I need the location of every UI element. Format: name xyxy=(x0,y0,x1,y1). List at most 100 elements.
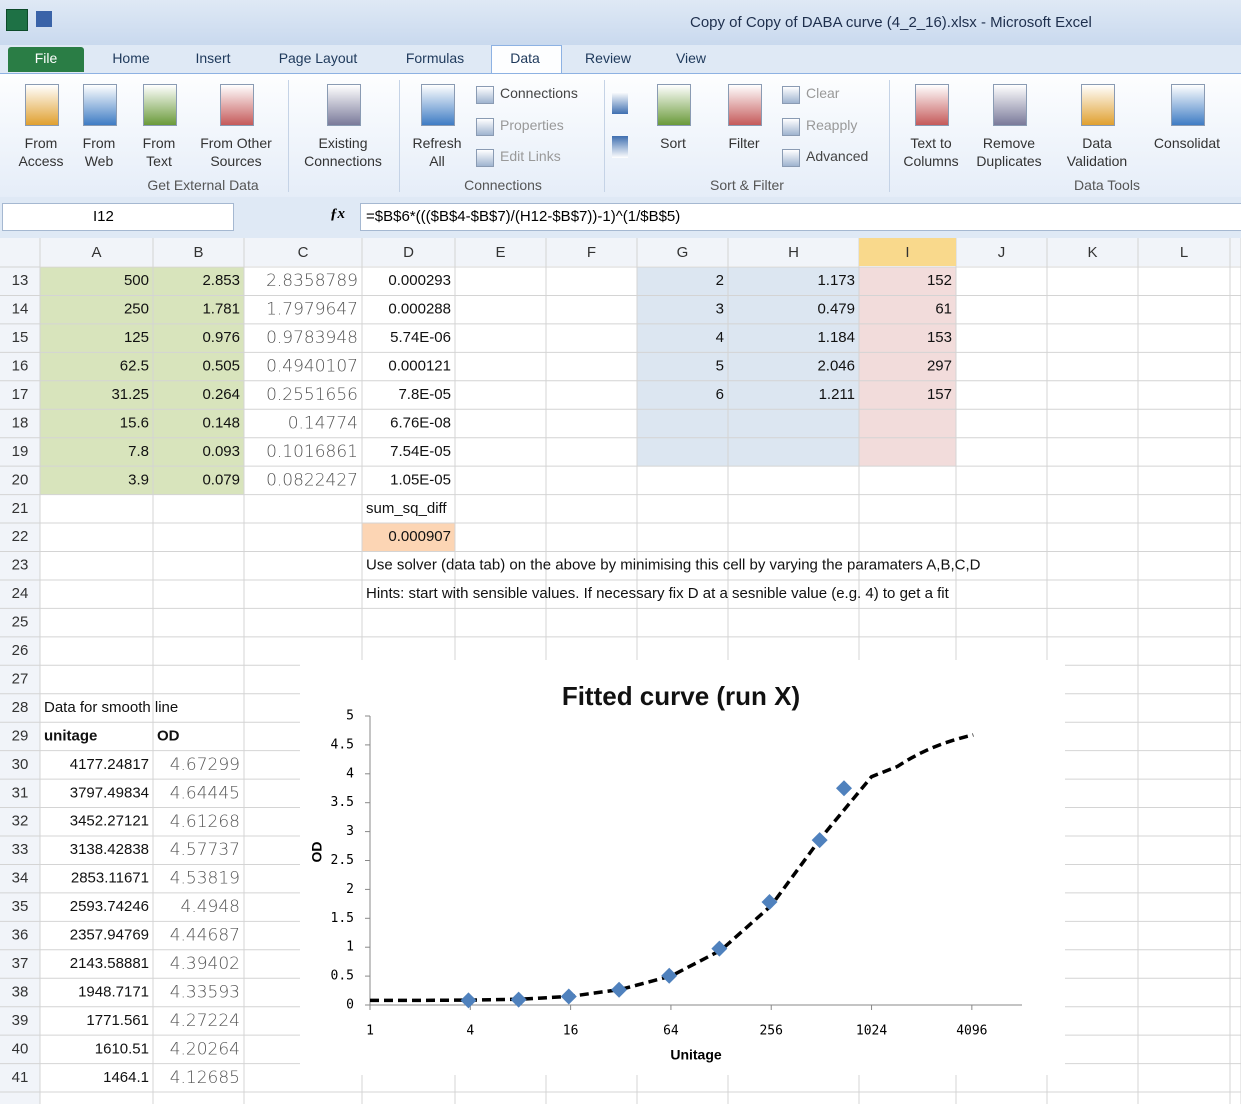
cell-text: 0.4940107 xyxy=(266,357,358,377)
ribbon-button[interactable]: Properties xyxy=(500,117,564,133)
cell-text: 1771.561 xyxy=(86,1012,149,1029)
chart-title: Fitted curve (run X) xyxy=(562,681,800,711)
cell-text: Use solver (data tab) on the above by mi… xyxy=(366,557,981,574)
ribbon-button[interactable]: Remove Duplicates xyxy=(969,134,1049,170)
cell-text: 1464.1 xyxy=(103,1069,149,1086)
button-icon[interactable] xyxy=(476,149,494,167)
button-icon[interactable] xyxy=(1171,84,1205,126)
title-bar: Copy of Copy of DABA curve (4_2_16).xlsx… xyxy=(0,0,1241,45)
y-tick-label: 3.5 xyxy=(331,795,354,810)
ribbon-button[interactable]: Edit Links xyxy=(500,148,561,164)
cell-text: 4.4948 xyxy=(181,897,240,917)
cell-fill xyxy=(728,438,859,466)
cell-text: 1.7979647 xyxy=(266,300,358,320)
group-separator xyxy=(288,80,289,192)
row-header: 26 xyxy=(12,642,29,659)
sort-za-icon[interactable] xyxy=(612,136,628,158)
ribbon-button[interactable]: Existing Connections xyxy=(297,134,389,170)
ribbon-button[interactable]: From Text xyxy=(137,134,181,170)
x-tick-label: 64 xyxy=(663,1024,679,1039)
row-header: 35 xyxy=(12,898,29,915)
ribbon-button[interactable]: Data Validation xyxy=(1057,134,1137,170)
button-icon[interactable] xyxy=(25,84,59,126)
button-icon[interactable] xyxy=(476,86,494,104)
ribbon-button[interactable]: From Web xyxy=(77,134,121,170)
sort-az-icon[interactable] xyxy=(612,92,628,114)
button-icon[interactable] xyxy=(657,84,691,126)
button-icon[interactable] xyxy=(476,118,494,136)
cell-text: 2357.94769 xyxy=(70,927,149,944)
ribbon-tab[interactable]: File xyxy=(35,50,58,66)
cell-text: 3138.42838 xyxy=(70,841,149,858)
cell-text: Hints: start with sensible values. If ne… xyxy=(366,585,950,602)
cell-text: 4.61268 xyxy=(170,812,240,832)
save-icon[interactable] xyxy=(36,11,52,27)
fx-icon[interactable]: ƒx xyxy=(330,206,345,223)
column-header: I xyxy=(905,244,909,261)
ribbon-button[interactable]: Consolidat xyxy=(1145,134,1229,152)
button-icon[interactable] xyxy=(83,84,117,126)
ribbon-button[interactable]: Filter xyxy=(722,134,766,152)
button-icon[interactable] xyxy=(327,84,361,126)
cell-text: 1948.7171 xyxy=(78,983,149,1000)
ribbon-tab[interactable]: Review xyxy=(585,50,631,66)
row-header: 36 xyxy=(12,927,29,944)
cell-text: 1.184 xyxy=(817,329,855,346)
button-icon[interactable] xyxy=(993,84,1027,126)
cell-text: 152 xyxy=(927,272,952,289)
ribbon-tab[interactable]: Data xyxy=(510,50,540,66)
column-header: C xyxy=(298,244,309,261)
ribbon-button[interactable]: Advanced xyxy=(806,148,868,164)
ribbon: Get External DataFrom AccessFrom WebFrom… xyxy=(0,73,1241,199)
cell-text: 3 xyxy=(716,301,724,318)
ribbon-tab[interactable]: View xyxy=(676,50,706,66)
ribbon-button[interactable]: Text to Columns xyxy=(900,134,962,170)
ribbon-tab[interactable]: Home xyxy=(112,50,149,66)
window-title: Copy of Copy of DABA curve (4_2_16).xlsx… xyxy=(690,14,1092,31)
button-icon[interactable] xyxy=(782,86,800,104)
cell-text: 2.8358789 xyxy=(266,271,358,291)
excel-window: Copy of Copy of DABA curve (4_2_16).xlsx… xyxy=(0,0,1241,1104)
group-label: Sort & Filter xyxy=(710,177,784,193)
name-box[interactable]: I12 xyxy=(2,203,234,231)
row-header: 17 xyxy=(12,386,29,403)
ribbon-button[interactable]: From Access xyxy=(13,134,69,170)
ribbon-tab[interactable]: Page Layout xyxy=(279,50,358,66)
cell-text: 1.173 xyxy=(817,272,855,289)
button-icon[interactable] xyxy=(220,84,254,126)
ribbon-button[interactable]: Reapply xyxy=(806,117,857,133)
y-tick-label: 3 xyxy=(346,824,354,839)
button-icon[interactable] xyxy=(143,84,177,126)
group-label: Connections xyxy=(464,177,542,193)
button-icon[interactable] xyxy=(782,118,800,136)
name-box-text: I12 xyxy=(93,208,114,225)
row-header: 21 xyxy=(12,500,29,517)
ribbon-tab[interactable]: Formulas xyxy=(406,50,464,66)
cell-text: 0.14774 xyxy=(288,413,358,433)
button-icon[interactable] xyxy=(782,149,800,167)
button-icon[interactable] xyxy=(421,84,455,126)
ribbon-tab[interactable]: Insert xyxy=(195,50,230,66)
button-icon[interactable] xyxy=(1081,84,1115,126)
button-icon[interactable] xyxy=(728,84,762,126)
cell-text: 153 xyxy=(927,329,952,346)
ribbon-button[interactable]: Clear xyxy=(806,85,839,101)
column-header: K xyxy=(1087,244,1097,261)
cell-text: 61 xyxy=(935,301,952,318)
ribbon-button[interactable]: Refresh All xyxy=(406,134,468,170)
x-tick-label: 4096 xyxy=(956,1024,987,1039)
row-header: 28 xyxy=(12,699,29,716)
y-tick-label: 4 xyxy=(346,766,354,781)
cell-fill xyxy=(637,295,728,323)
ribbon-button[interactable]: Connections xyxy=(500,85,578,101)
formula-input[interactable]: =$B$6*((($B$4-$B$7)/(H12-$B$7))-1)^(1/$B… xyxy=(360,203,1241,231)
cell-text: 157 xyxy=(927,386,952,403)
cell-text: 4.57737 xyxy=(170,840,240,860)
cell-text: 3797.49834 xyxy=(70,784,149,801)
chart: Fitted curve (run X)ODUnitage00.511.522.… xyxy=(300,660,1065,1075)
ribbon-button[interactable]: Sort xyxy=(653,134,693,152)
ribbon-button[interactable]: From Other Sources xyxy=(194,134,278,170)
cell-text: 0.000907 xyxy=(388,528,451,545)
row-header: 37 xyxy=(12,955,29,972)
button-icon[interactable] xyxy=(915,84,949,126)
